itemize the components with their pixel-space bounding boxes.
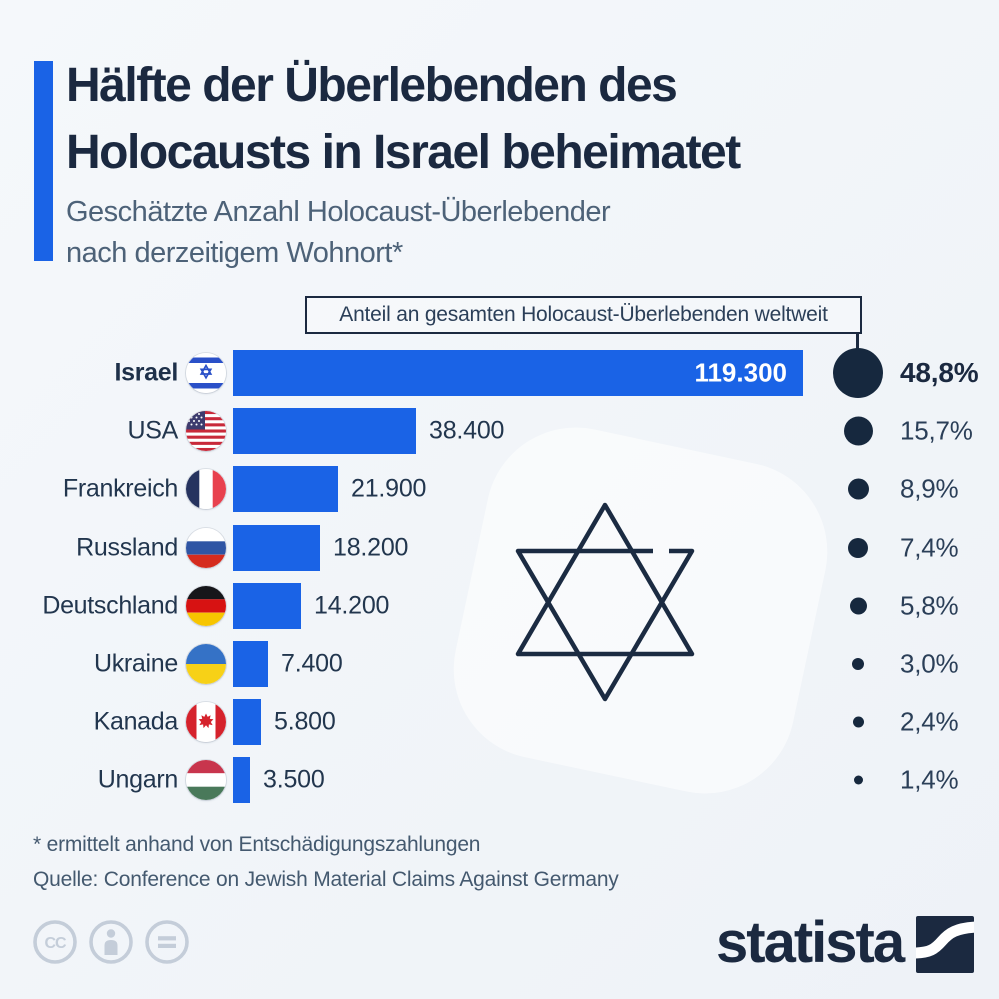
statista-wordmark: statista	[716, 910, 905, 975]
share-annotation-label: Anteil an gesamten Holocaust-Überlebende…	[339, 303, 828, 326]
annotation-connector-line	[856, 334, 859, 352]
share-percent-label: 7,4%	[900, 532, 959, 563]
page-title: Hälfte der Überlebenden des Holocausts i…	[66, 52, 741, 186]
value-bar	[233, 408, 416, 454]
chart-row-deutschland: Deutschland 14.200 5,8%	[0, 583, 999, 629]
deutschland-flag-icon	[186, 586, 226, 626]
value-label: 3.500	[263, 765, 325, 794]
share-annotation-box: Anteil an gesamten Holocaust-Überlebende…	[305, 296, 862, 334]
value-bar	[233, 641, 268, 687]
value-bar	[233, 583, 301, 629]
share-dot	[849, 597, 867, 615]
chart-row-ungarn: Ungarn 3.500 1,4%	[0, 757, 999, 803]
value-bar	[233, 757, 250, 803]
value-bar	[233, 466, 338, 512]
share-dot	[853, 775, 863, 785]
value-label: 38.400	[429, 416, 505, 445]
page-subtitle: Geschätzte Anzahl Holocaust-Überlebender…	[66, 192, 611, 274]
frankreich-flag-icon	[186, 469, 226, 509]
share-percent-label: 8,9%	[900, 473, 959, 504]
cc-icon: CC	[31, 918, 79, 971]
share-percent-label: 5,8%	[900, 590, 959, 621]
value-label: 21.900	[351, 474, 427, 503]
country-label: Ungarn	[97, 765, 179, 794]
share-percent-label: 1,4%	[900, 764, 959, 795]
value-bar	[233, 525, 320, 571]
share-dot	[852, 716, 864, 728]
share-percent-label: 2,4%	[900, 706, 959, 737]
country-label: Kanada	[93, 707, 179, 736]
title-line-2: Holocausts in Israel beheimatet	[66, 126, 741, 179]
chart-row-israel: Israel 119.300 48,8%	[0, 348, 999, 398]
share-percent-label: 15,7%	[900, 415, 973, 446]
usa-flag-icon	[186, 411, 226, 451]
russland-flag-icon	[186, 528, 226, 568]
country-label: Israel	[114, 358, 178, 387]
chart-row-ukraine: Ukraine 7.400 3,0%	[0, 641, 999, 687]
license-icons: CC	[31, 918, 191, 971]
subtitle-line-2: nach derzeitigem Wohnort*	[66, 237, 403, 269]
share-percent-label: 3,0%	[900, 648, 959, 679]
chart-row-frankreich: Frankreich 21.900 8,9%	[0, 466, 999, 512]
kanada-flag-icon	[186, 702, 226, 742]
country-label: Deutschland	[42, 591, 178, 620]
statista-logo: statista	[716, 908, 975, 978]
share-dot	[847, 478, 869, 500]
value-label: 18.200	[333, 533, 409, 562]
country-label: Frankreich	[62, 474, 178, 503]
value-bar	[233, 350, 803, 396]
share-percent-label: 48,8%	[900, 357, 979, 388]
share-dot	[843, 416, 873, 446]
star-of-david-icon	[512, 499, 696, 709]
footnote-method: * ermittelt anhand von Entschädigungszah…	[33, 833, 481, 856]
value-label: 119.300	[694, 357, 787, 388]
title-accent-bar	[34, 61, 53, 261]
chart-row-usa: USA 38.400 15,7%	[0, 408, 999, 454]
svg-text:CC: CC	[44, 935, 67, 952]
country-label: USA	[127, 416, 178, 445]
chart-row-kanada: Kanada 5.800 2,4%	[0, 699, 999, 745]
footnote-source: Quelle: Conference on Jewish Material Cl…	[33, 868, 619, 891]
share-dot	[852, 658, 864, 670]
value-bar	[233, 699, 261, 745]
cc-nd-equals-icon	[143, 918, 191, 971]
israel-flag-icon	[186, 353, 226, 393]
value-label: 7.400	[281, 649, 343, 678]
ungarn-flag-icon	[186, 760, 226, 800]
country-label: Russland	[76, 533, 178, 562]
chart-row-russland: Russland 18.200 7,4%	[0, 525, 999, 571]
title-line-1: Hälfte der Überlebenden des	[66, 59, 678, 112]
subtitle-line-1: Geschätzte Anzahl Holocaust-Überlebender	[66, 196, 611, 228]
statista-logo-mark-icon	[916, 916, 975, 978]
country-label: Ukraine	[93, 649, 178, 678]
share-dot	[848, 538, 868, 558]
ukraine-flag-icon	[186, 644, 226, 684]
value-label: 5.800	[274, 707, 336, 736]
value-label: 14.200	[314, 591, 390, 620]
cc-by-person-icon	[87, 918, 135, 971]
share-dot	[833, 348, 883, 398]
